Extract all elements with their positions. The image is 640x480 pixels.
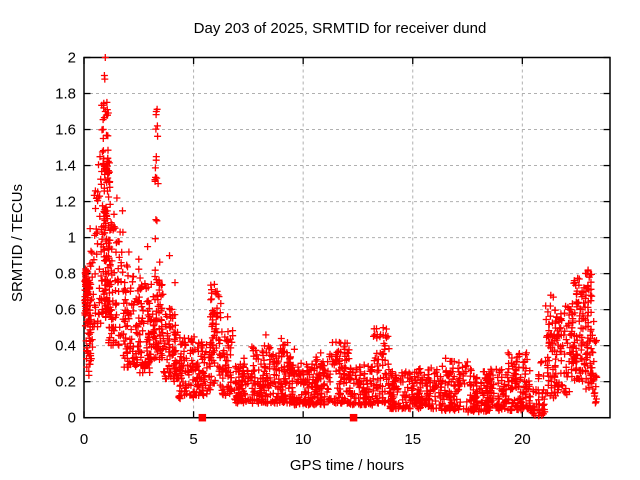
y-tick-label: 0.6 bbox=[55, 302, 76, 319]
y-axis-label: SRMTID / TECUs bbox=[9, 184, 26, 302]
square-marker bbox=[198, 413, 207, 422]
square-marker bbox=[349, 413, 358, 422]
x-tick-label: 15 bbox=[404, 431, 421, 448]
chart-title: Day 203 of 2025, SRMTID for receiver dun… bbox=[194, 20, 487, 37]
y-tick-label: 0.4 bbox=[55, 338, 76, 355]
y-tick-labels: 0 0.2 0.4 0.6 0.8 1 1.2 1.4 1.6 1.8 2 bbox=[55, 50, 76, 427]
x-axis-label: GPS time / hours bbox=[290, 457, 404, 474]
y-tick-label: 1.4 bbox=[55, 158, 76, 175]
x-tick-labels: 0 5 10 15 20 bbox=[80, 431, 531, 448]
x-tick-label: 0 bbox=[80, 431, 88, 448]
grid-lines bbox=[84, 57, 610, 418]
y-tick-label: 1.6 bbox=[55, 122, 76, 139]
y-tick-label: 0.8 bbox=[55, 266, 76, 283]
y-tick-label: 0 bbox=[68, 410, 76, 427]
x-tick-label: 20 bbox=[514, 431, 531, 448]
y-tick-label: 2 bbox=[68, 50, 76, 67]
plot-frame bbox=[83, 56, 611, 419]
y-tick-label: 1.8 bbox=[55, 86, 76, 103]
scatter-data-points bbox=[81, 54, 601, 420]
x-tick-label: 10 bbox=[295, 431, 312, 448]
x-tick-label: 5 bbox=[189, 431, 197, 448]
zero-value-square-markers bbox=[198, 413, 358, 422]
y-tick-label: 1.2 bbox=[55, 194, 76, 211]
y-tick-label: 1 bbox=[68, 230, 76, 247]
y-tick-label: 0.2 bbox=[55, 374, 76, 391]
